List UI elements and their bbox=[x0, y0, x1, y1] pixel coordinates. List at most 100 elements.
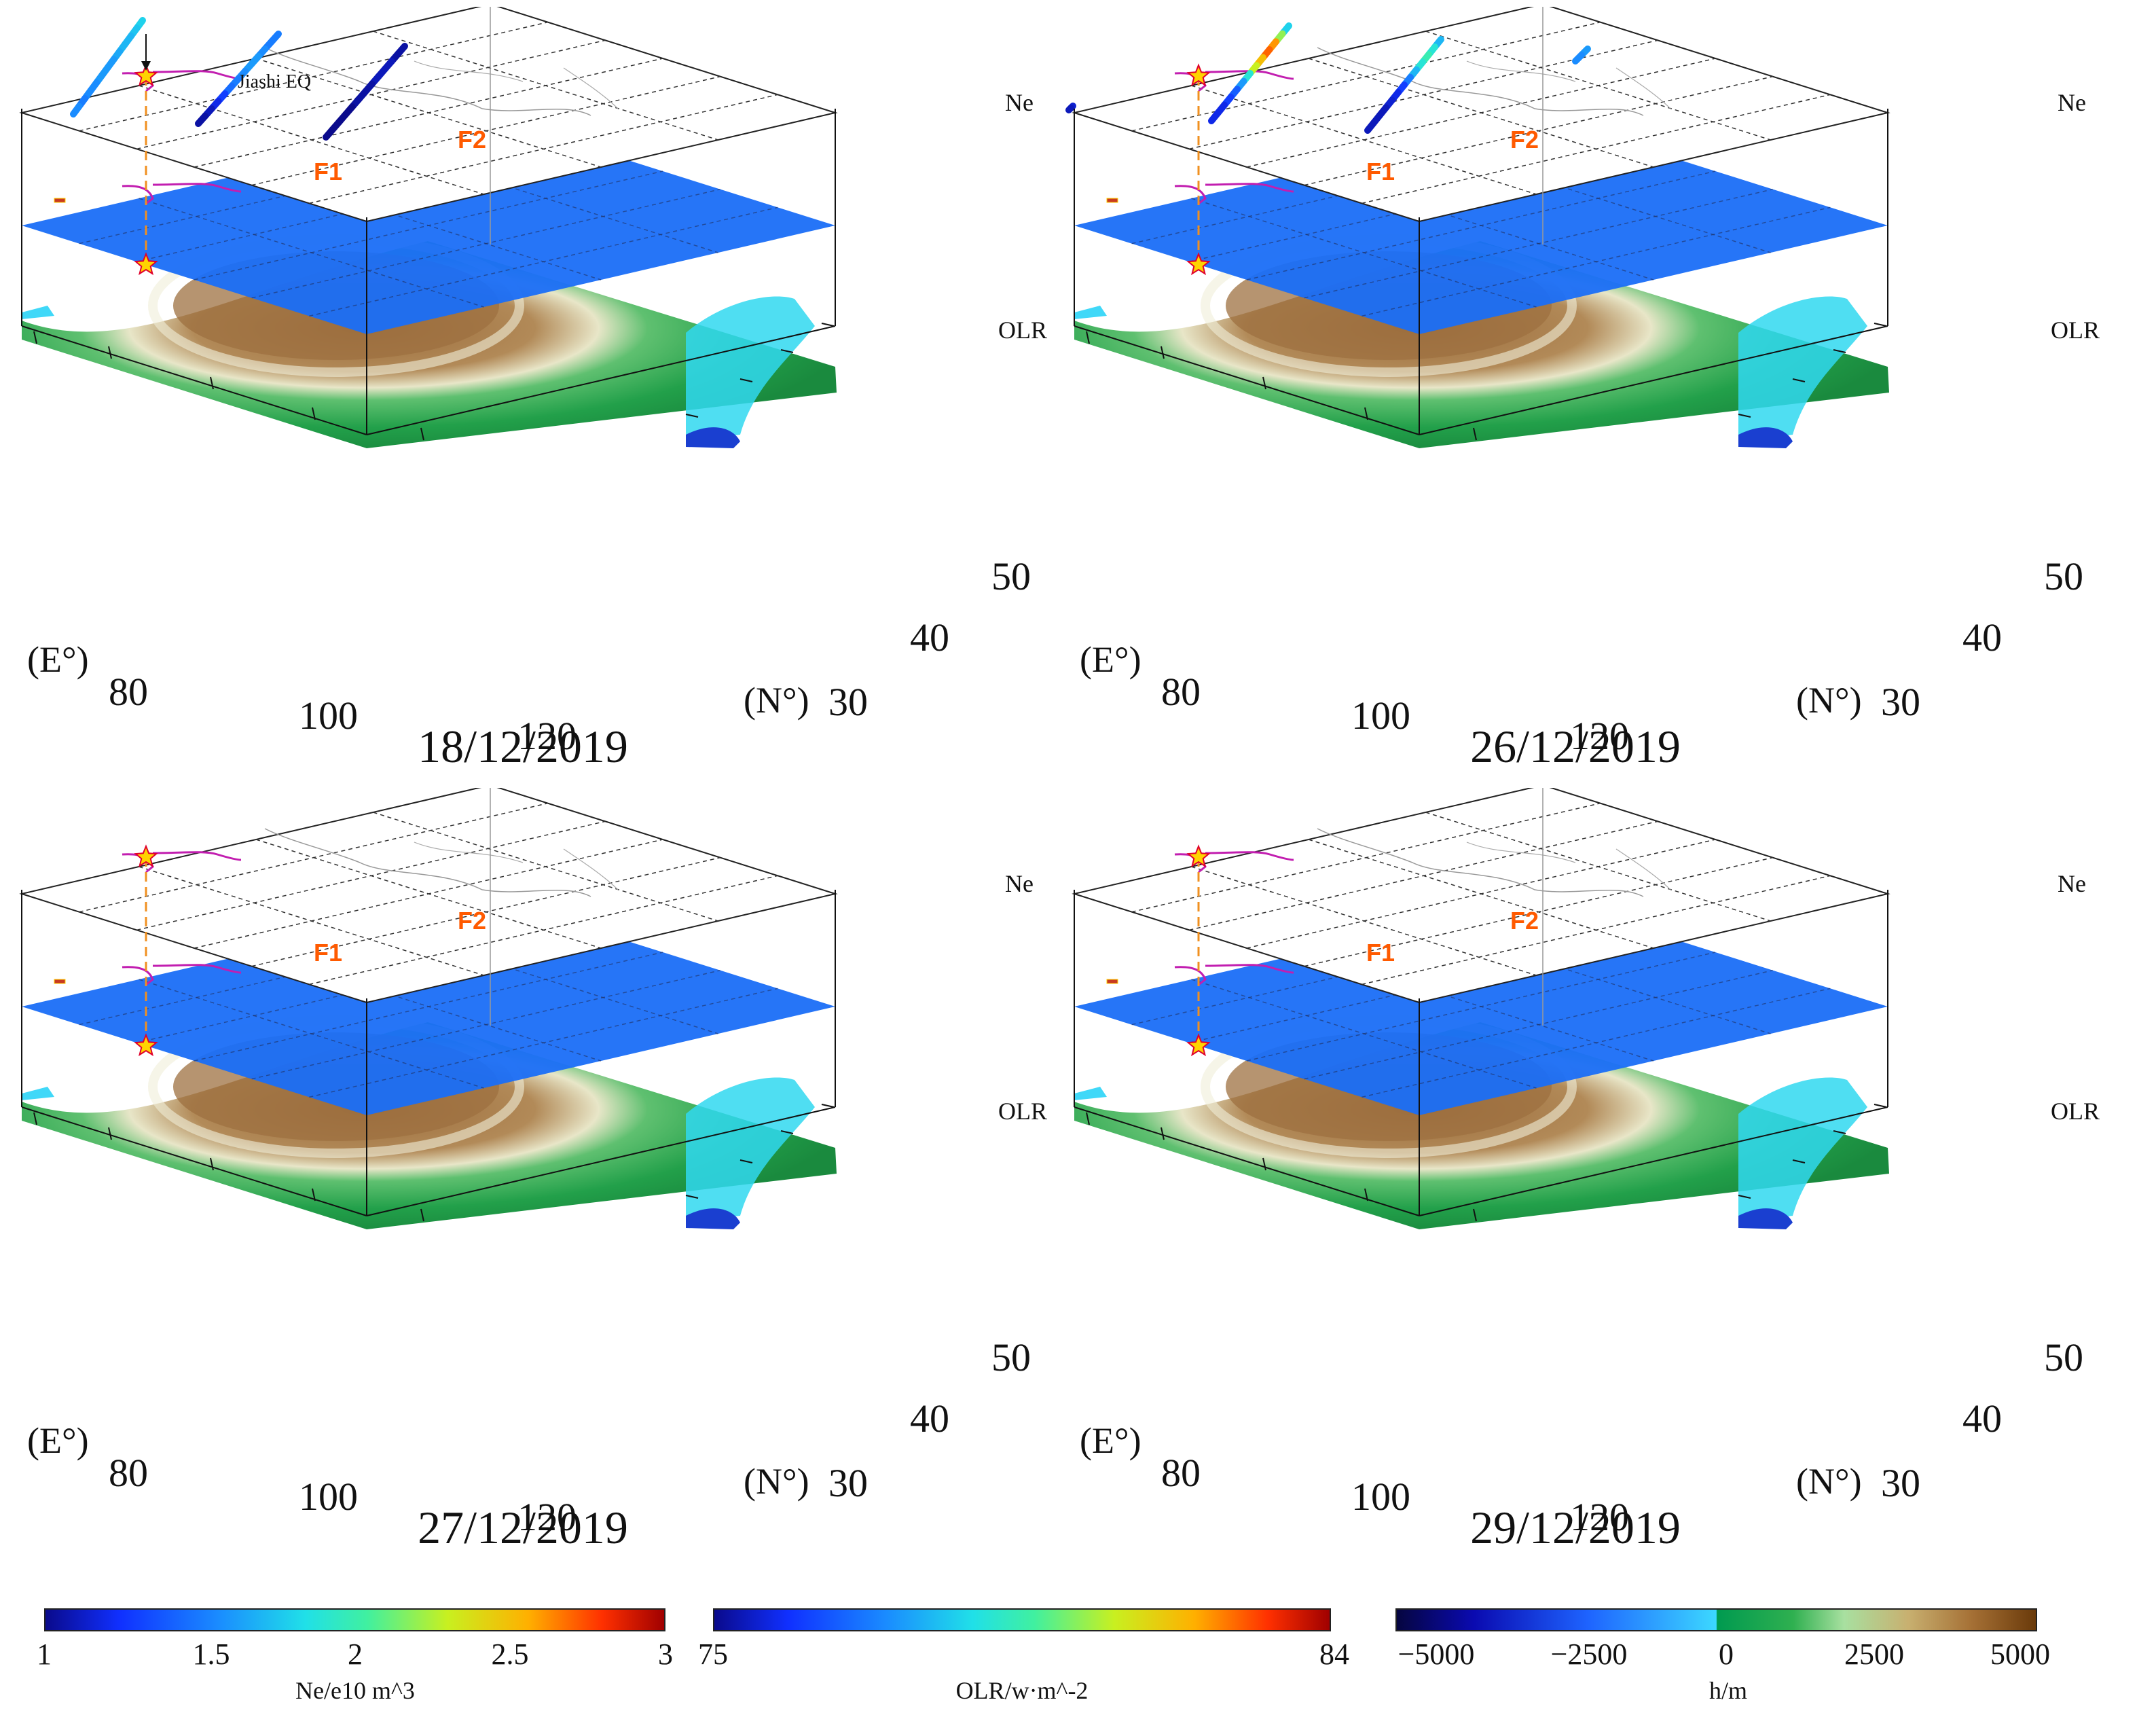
epicenter-label: Jiashi EQ bbox=[238, 71, 312, 92]
deep-ocean-region bbox=[1738, 427, 1793, 448]
epicenter-star bbox=[1186, 1033, 1211, 1057]
ne-grid-line bbox=[373, 812, 718, 922]
lat-tick-30: 30 bbox=[1881, 1461, 1920, 1505]
lon-tick-100: 100 bbox=[1351, 1475, 1410, 1519]
ne-grid-line bbox=[1425, 812, 1771, 922]
ne-grid-line bbox=[1191, 866, 1537, 976]
ne-tick: 1.5 bbox=[192, 1638, 230, 1671]
ne-grid-line bbox=[1425, 31, 1771, 141]
fault-label-f1: F1 bbox=[314, 158, 343, 185]
box-edge bbox=[366, 325, 836, 435]
fault-label-f2: F2 bbox=[1510, 907, 1539, 935]
lat-tick-50: 50 bbox=[991, 554, 1031, 598]
ne-colorbar-gradient bbox=[44, 1608, 665, 1631]
ocean-region bbox=[1738, 1077, 1867, 1223]
epicenter-star bbox=[1186, 63, 1211, 87]
ocean-corner bbox=[22, 1087, 54, 1100]
lon-unit-label: (E°) bbox=[1080, 1420, 1141, 1461]
ne-grid-line bbox=[139, 85, 484, 195]
province-border bbox=[414, 60, 619, 109]
deep-ocean-region bbox=[686, 1208, 740, 1229]
height-tick: −2500 bbox=[1550, 1638, 1628, 1671]
olr-layer-label: OLR bbox=[2051, 1098, 2100, 1125]
epicenter-star bbox=[1186, 252, 1211, 276]
lon-tick-mark bbox=[1086, 1112, 1090, 1125]
ne-track-segment bbox=[70, 103, 83, 118]
lon-tick-mark bbox=[33, 1112, 37, 1125]
lat-unit-label: (N°) bbox=[744, 680, 809, 721]
olr-tick: 84 bbox=[1319, 1638, 1349, 1671]
panel-graphic bbox=[19, 788, 838, 1229]
lat-tick-mark bbox=[821, 1104, 835, 1108]
lon-tick-mark bbox=[1161, 346, 1165, 359]
height-tick: 2500 bbox=[1844, 1638, 1904, 1671]
lon-tick-120: 120 bbox=[517, 1495, 577, 1539]
lat-tick-30: 30 bbox=[828, 1461, 868, 1505]
panel-18-12-2019: Jiashi EQ Ne OLR F1 F2 (E°) 80 100 120 (… bbox=[7, 7, 1053, 781]
ocean-corner bbox=[22, 306, 54, 319]
lon-tick-120: 120 bbox=[1570, 1495, 1629, 1539]
fault-label-f1: F1 bbox=[1366, 939, 1395, 966]
lon-tick-mark bbox=[210, 1157, 214, 1171]
epicenter-star bbox=[134, 1033, 158, 1057]
panel-graphic bbox=[19, 7, 838, 448]
lat-unit-label: (N°) bbox=[1796, 1461, 1862, 1502]
lat-tick-40: 40 bbox=[1962, 1396, 2002, 1441]
epicenter-arrowhead bbox=[141, 61, 151, 71]
fault-label-f1: F1 bbox=[1366, 158, 1395, 185]
lon-tick-mark bbox=[1262, 1157, 1266, 1171]
lat-tick-50: 50 bbox=[991, 1335, 1031, 1379]
ne-tick: 2.5 bbox=[491, 1638, 529, 1671]
ne-grid-line bbox=[255, 839, 602, 949]
ne-tick: 3 bbox=[658, 1638, 673, 1671]
fault-label-f2: F2 bbox=[458, 907, 487, 935]
lat-tick-mark bbox=[685, 1195, 699, 1199]
olr-grid-line bbox=[139, 198, 484, 308]
lat-tick-mark bbox=[1738, 414, 1751, 418]
country-border bbox=[264, 47, 591, 116]
lon-tick-80: 80 bbox=[1161, 670, 1201, 714]
lat-unit-label: (N°) bbox=[744, 1461, 809, 1502]
lat-tick-50: 50 bbox=[2044, 554, 2083, 598]
height-tick: −5000 bbox=[1397, 1638, 1475, 1671]
epicenter-star bbox=[134, 252, 158, 276]
ocean-region bbox=[1738, 296, 1867, 441]
lon-tick-mark bbox=[1262, 376, 1266, 390]
lon-tick-100: 100 bbox=[299, 693, 358, 738]
panel-date: 29/12/2019 bbox=[1470, 1502, 1681, 1553]
epicenter-star bbox=[134, 63, 158, 87]
olr-anomaly-marker bbox=[1106, 979, 1118, 984]
panel-date: 26/12/2019 bbox=[1470, 721, 1681, 772]
ne-track-segment bbox=[1572, 52, 1585, 65]
lon-tick-80: 80 bbox=[109, 670, 148, 714]
lat-tick-30: 30 bbox=[828, 680, 868, 724]
ocean-region bbox=[686, 1077, 815, 1223]
province-border bbox=[414, 842, 619, 890]
epicenter-star bbox=[1186, 844, 1211, 868]
ne-grid-line bbox=[1191, 85, 1537, 195]
olr-grid-line bbox=[139, 979, 484, 1089]
lat-tick-40: 40 bbox=[910, 615, 949, 659]
ne-track-segment bbox=[323, 126, 336, 141]
ocean-corner bbox=[1074, 306, 1107, 319]
country-border bbox=[1317, 828, 1644, 897]
lon-tick-mark bbox=[312, 1188, 316, 1201]
lat-tick-40: 40 bbox=[1962, 615, 2002, 659]
lon-tick-120: 120 bbox=[1570, 714, 1629, 758]
lon-tick-mark bbox=[1364, 1188, 1368, 1201]
box-edge bbox=[1419, 325, 1888, 435]
country-border bbox=[1317, 47, 1644, 116]
ne-layer-label: Ne bbox=[2058, 89, 2086, 116]
deep-ocean-region bbox=[686, 427, 740, 448]
olr-colorbar-title: OLR/w·m^-2 bbox=[955, 1677, 1089, 1704]
height-tick: 0 bbox=[1719, 1638, 1734, 1671]
ne-track-segment bbox=[195, 113, 208, 127]
lat-tick-mark bbox=[1874, 1104, 1887, 1108]
panel-graphic bbox=[1072, 788, 1890, 1229]
olr-anomaly-marker bbox=[1106, 198, 1118, 203]
olr-grid-line bbox=[1191, 198, 1537, 308]
lon-tick-mark bbox=[420, 427, 424, 441]
ne-layer-label: Ne bbox=[2058, 870, 2086, 897]
lon-tick-mark bbox=[1161, 1127, 1165, 1140]
ne-track-segment bbox=[1065, 105, 1074, 113]
